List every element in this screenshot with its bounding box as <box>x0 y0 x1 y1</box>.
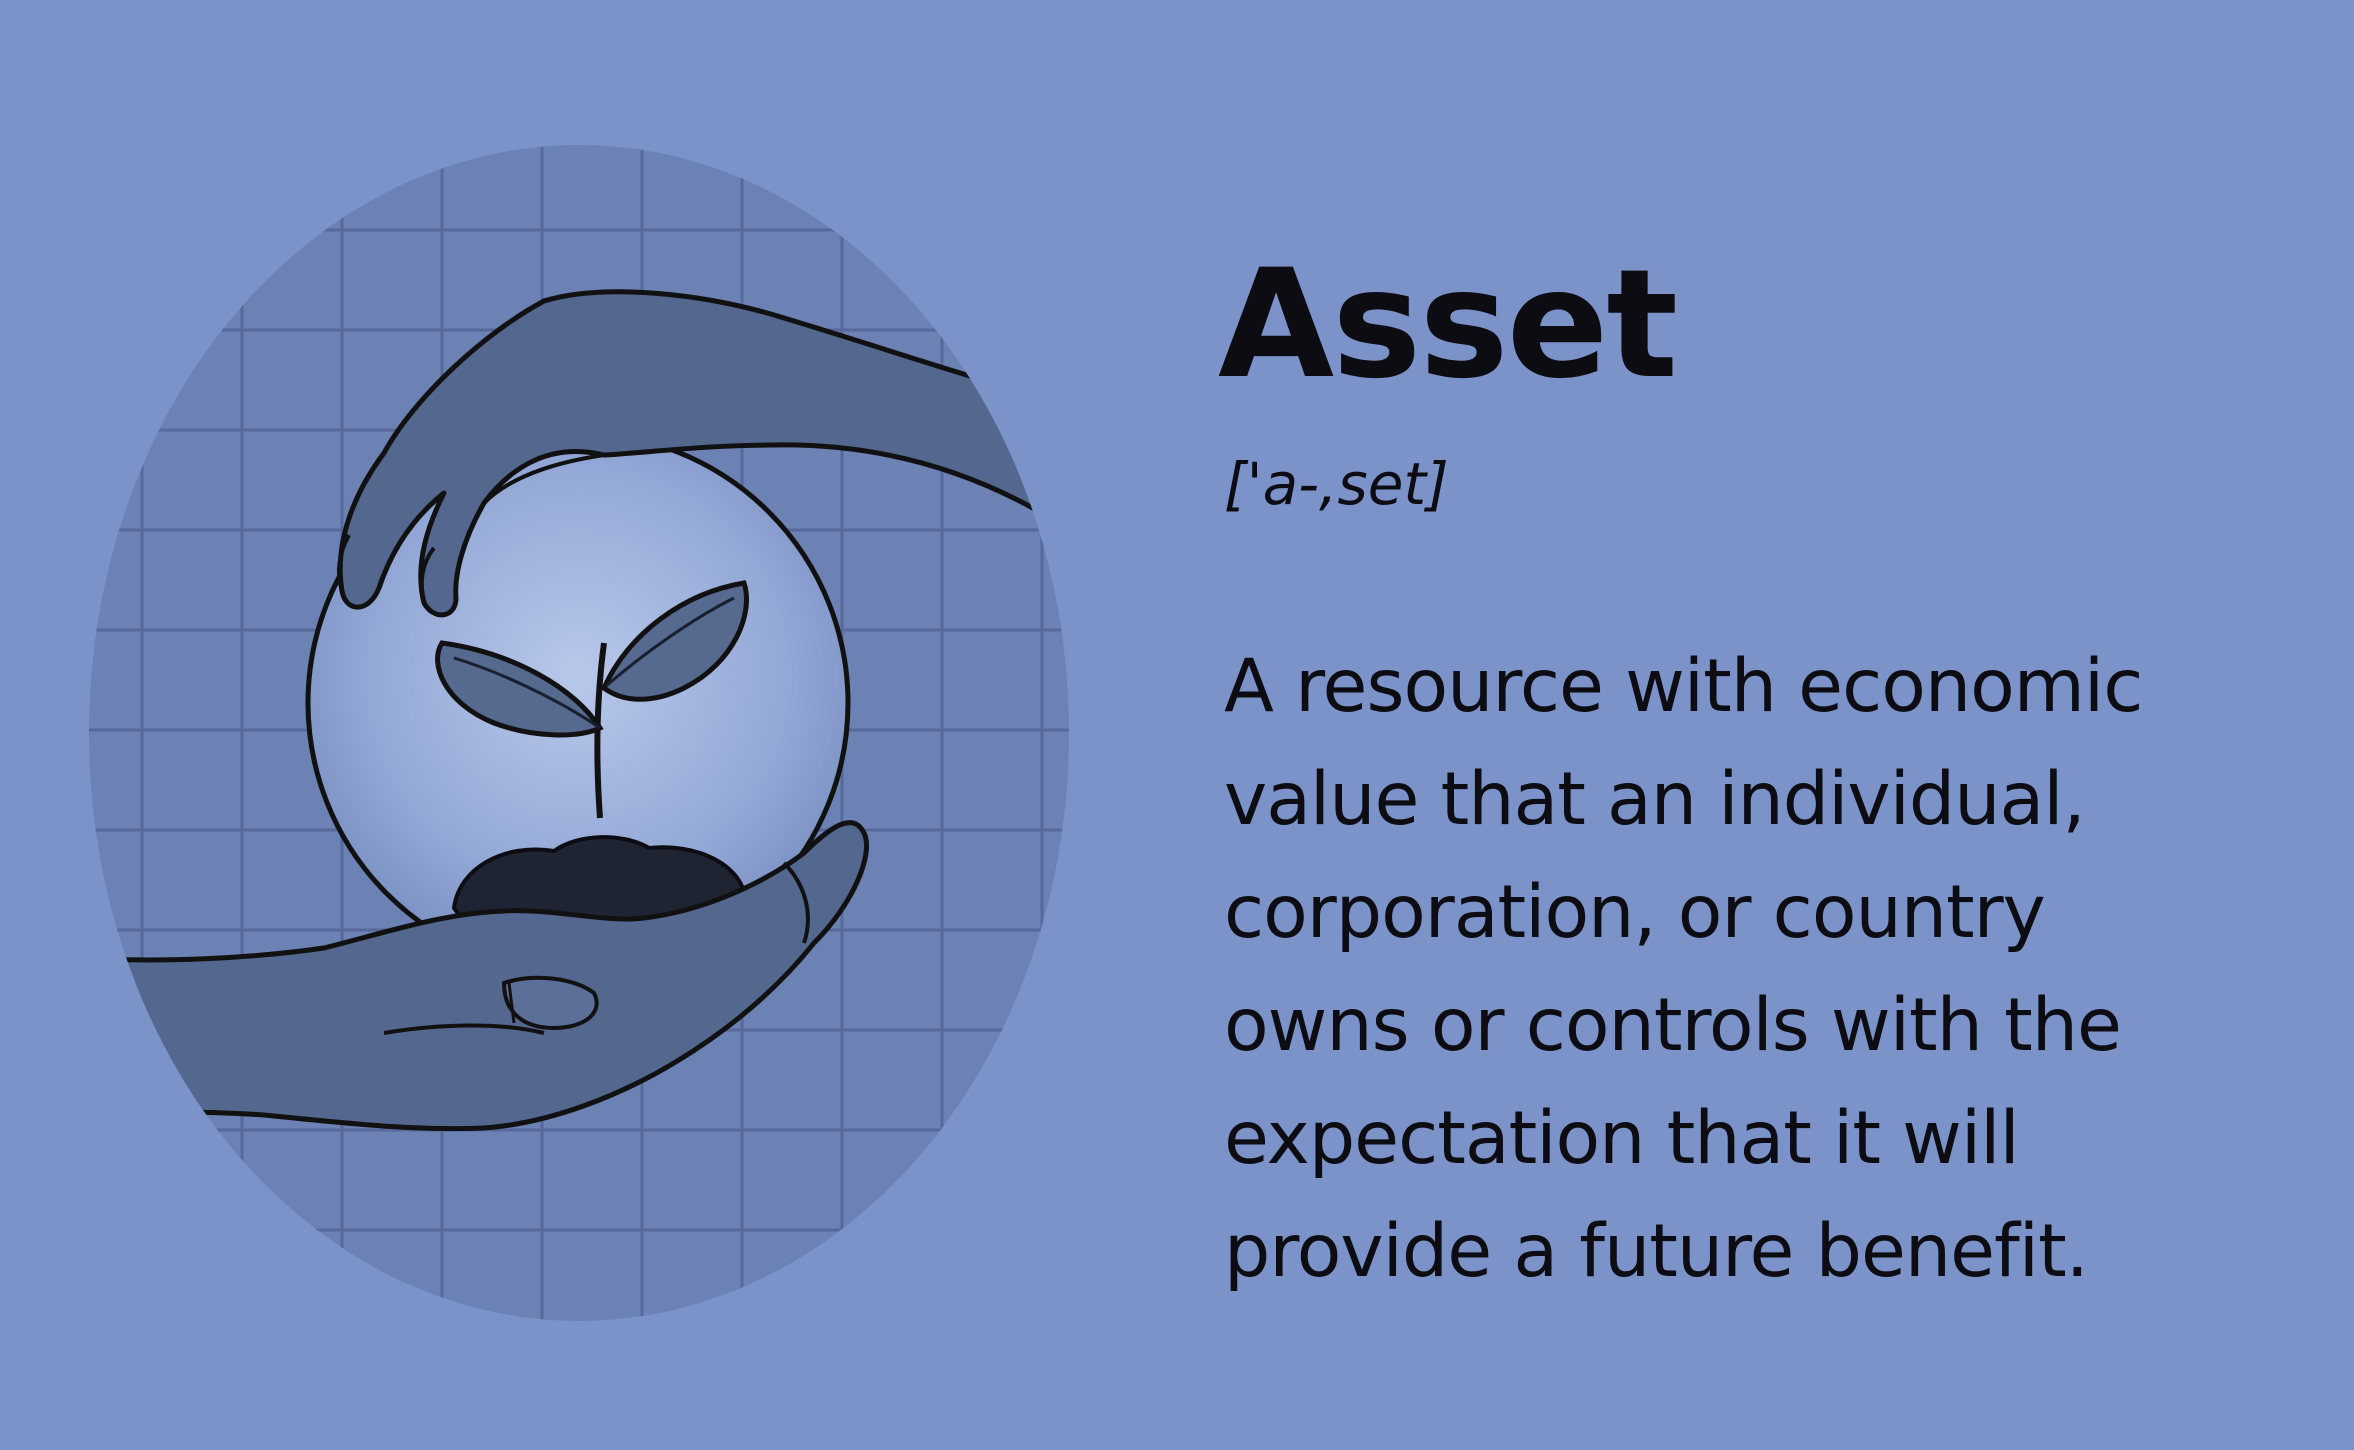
definition-line: corporation, or country <box>1224 870 2046 955</box>
hands-protecting-sprout-illustration <box>89 145 1069 1321</box>
definition-line: owns or controls with the <box>1224 983 2122 1068</box>
definition-line: expectation that it will <box>1224 1096 2020 1181</box>
lower-hand <box>89 820 870 1132</box>
sprout-plant <box>435 580 749 819</box>
pronunciation-text: ['a-,set] <box>1224 450 1449 518</box>
definition-line: value that an individual, <box>1224 757 2086 842</box>
definition-line: A resource with economic <box>1224 644 2143 729</box>
term-title: Asset <box>1218 238 1678 412</box>
upper-hand <box>336 289 1069 618</box>
definition-line: provide a future benefit. <box>1224 1209 2089 1294</box>
definition-text: A resource with economic value that an i… <box>1224 630 2334 1308</box>
